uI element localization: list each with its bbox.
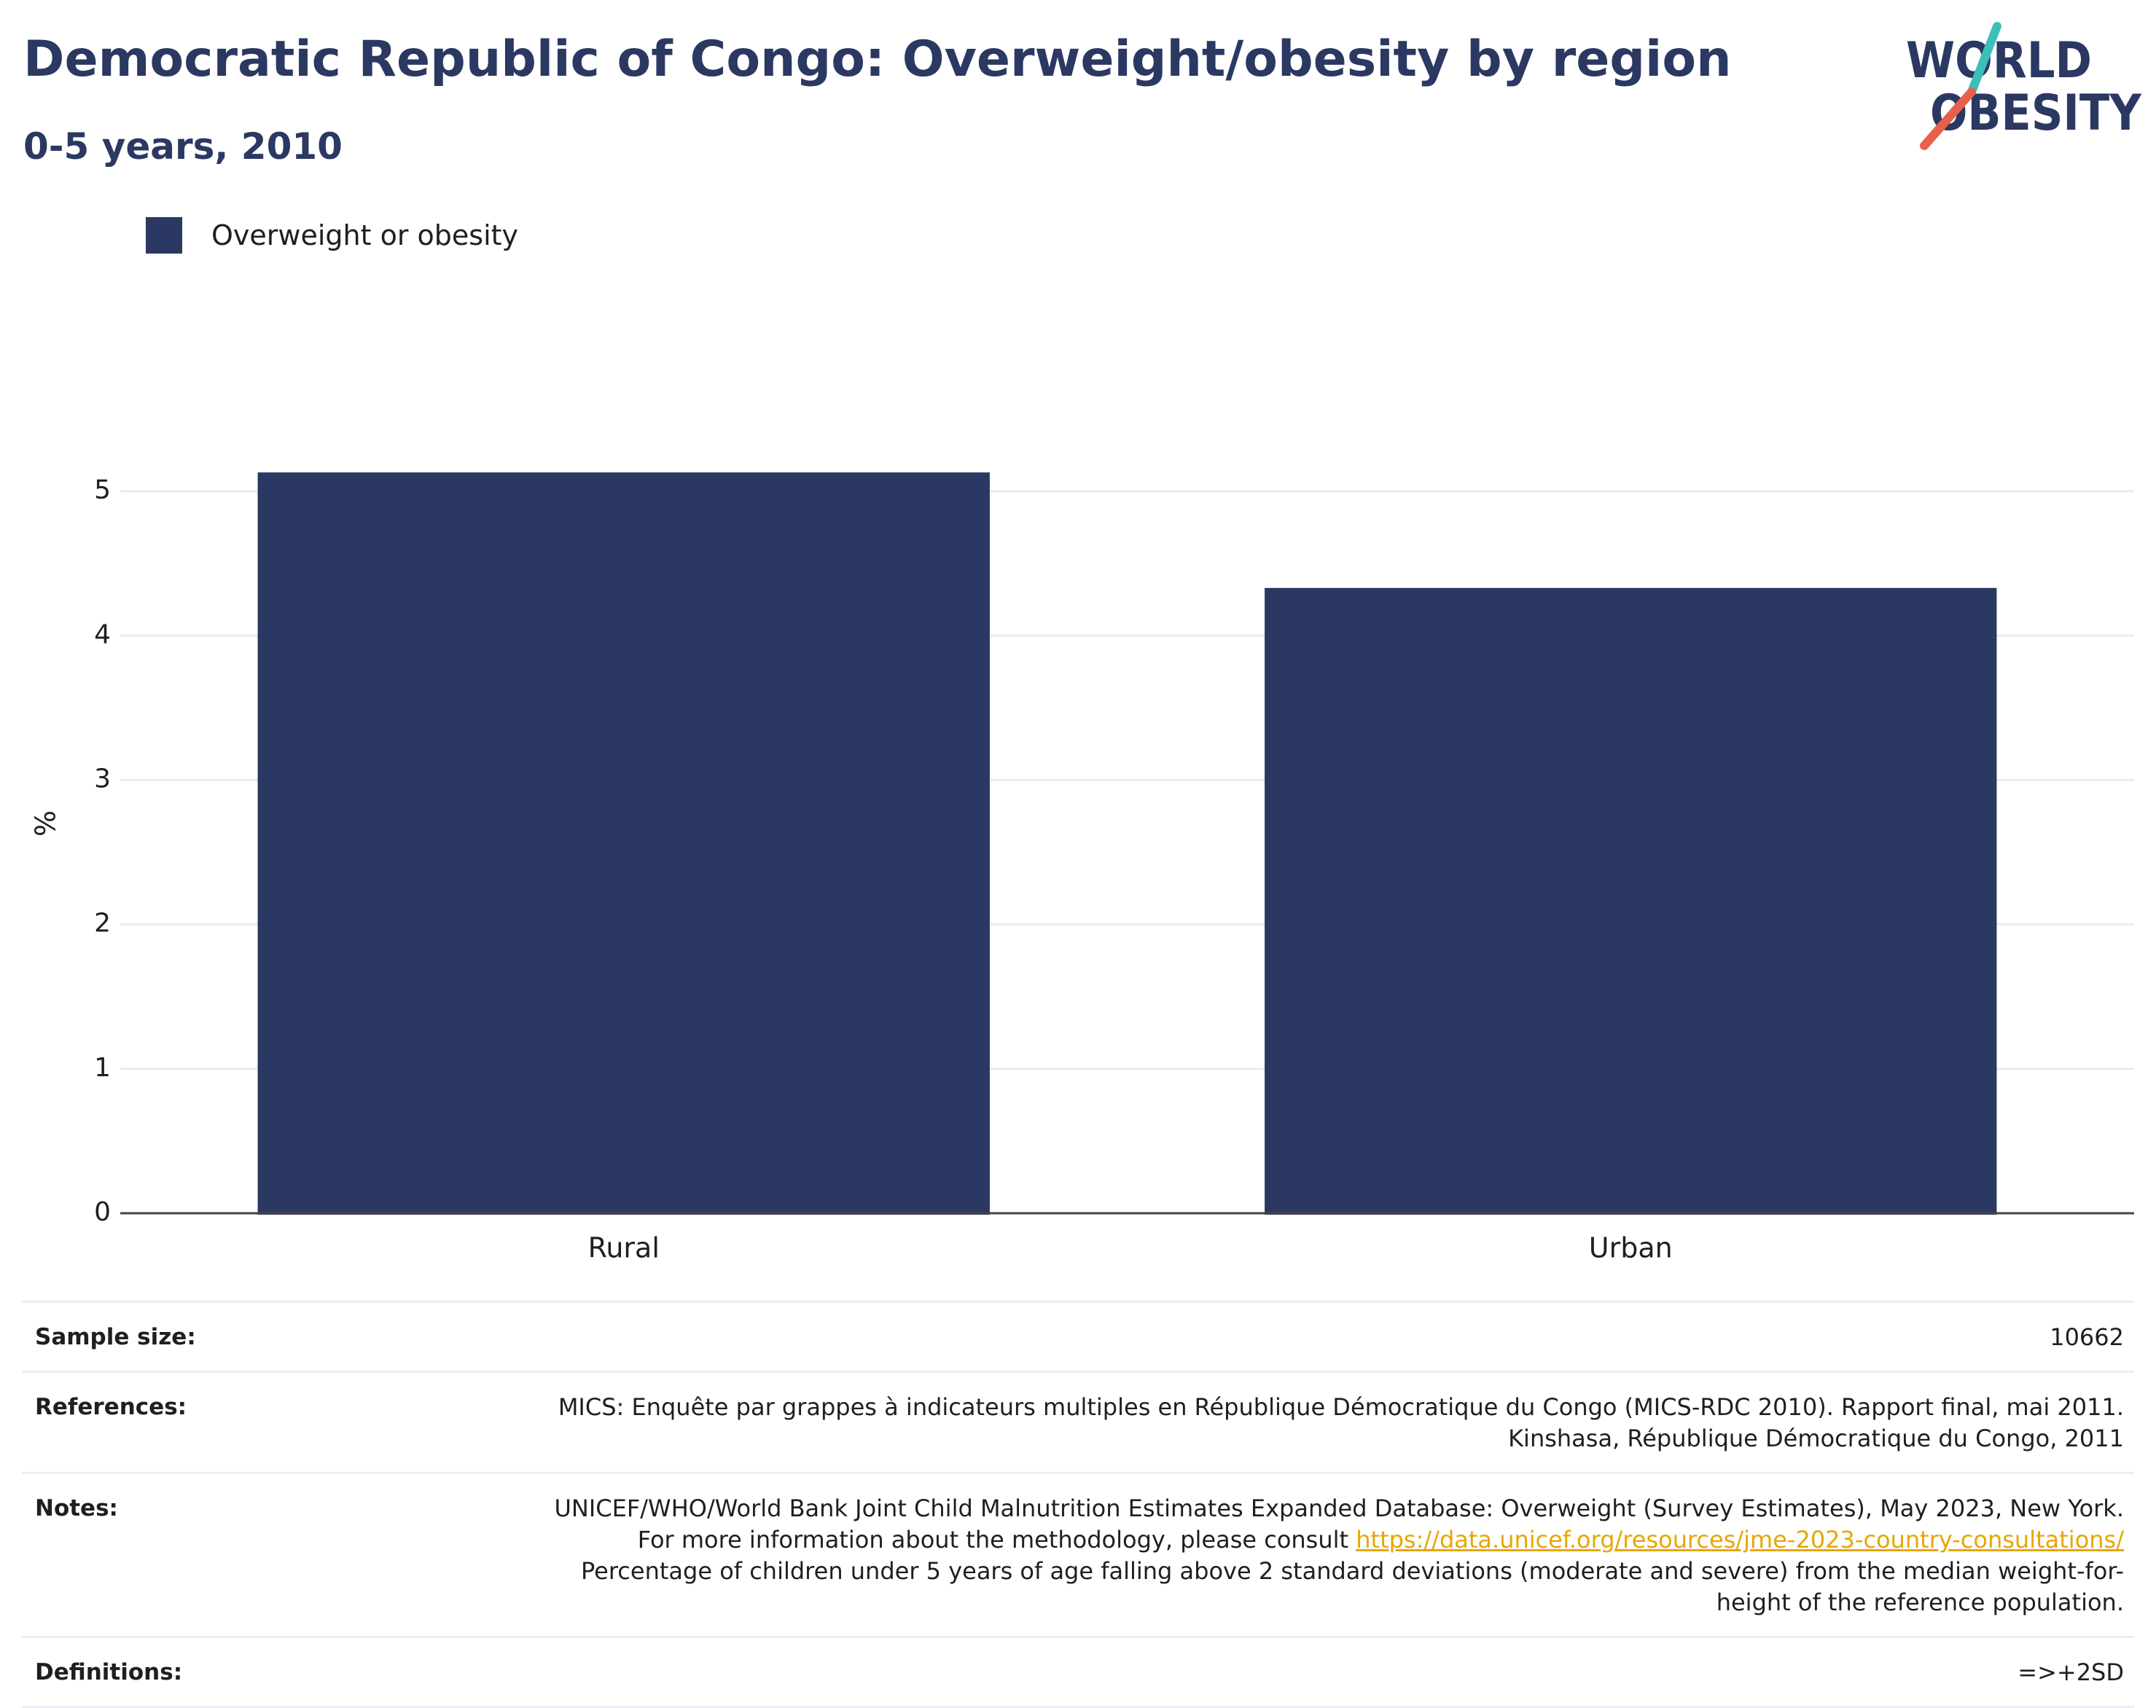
legend-swatch [146, 217, 182, 254]
sample-size-row: Sample size: 10662 [22, 1301, 2134, 1371]
y-tick-label: 4 [94, 619, 111, 649]
logo-line-1: WORLD [1906, 32, 2092, 90]
y-axis-label-container: % [30, 810, 62, 837]
y-tick-label: 2 [94, 909, 111, 939]
references-label: References: [35, 1394, 187, 1420]
references-value: MICS: Enquête par grappes à indicateurs … [558, 1393, 2124, 1452]
notes-link[interactable]: https://data.unicef.org/resources/jme-20… [1356, 1526, 2124, 1554]
notes-text-before: UNICEF/WHO/World Bank Joint Child Malnut… [554, 1494, 2125, 1554]
y-axis-label: % [30, 810, 62, 837]
definitions-row: Definitions: =>+2SD [22, 1636, 2134, 1708]
chart-subtitle: 0-5 years, 2010 [23, 125, 343, 168]
definitions-value: =>+2SD [2018, 1658, 2124, 1686]
notes-value: UNICEF/WHO/World Bank Joint Child Malnut… [520, 1493, 2125, 1618]
notes-label: Notes: [35, 1495, 118, 1521]
legend[interactable]: Overweight or obesity [146, 217, 518, 254]
notes-text-after: Percentage of children under 5 years of … [581, 1557, 2124, 1616]
definitions-label: Definitions: [35, 1659, 183, 1685]
chart-title: Democratic Republic of Congo: Overweight… [23, 31, 1732, 88]
y-tick-label: 1 [94, 1053, 111, 1083]
references-row: References: MICS: Enquête par grappes à … [22, 1371, 2134, 1472]
y-tick-label: 3 [94, 764, 111, 794]
notes-row: Notes: UNICEF/WHO/World Bank Joint Child… [22, 1472, 2134, 1636]
y-tick-label: 5 [94, 475, 111, 505]
sample-size-value: 10662 [2050, 1323, 2124, 1351]
info-table: Sample size: 10662 References: MICS: Enq… [22, 1301, 2134, 1708]
logo-slash-coral [1920, 87, 1976, 150]
bar-urban [1265, 587, 1997, 1215]
x-tick-label: Rural [588, 1232, 660, 1264]
bar-rural [257, 472, 990, 1215]
x-tick-label: Urban [1589, 1232, 1673, 1264]
legend-label: Overweight or obesity [211, 219, 519, 251]
y-tick-label: 0 [94, 1197, 111, 1227]
sample-size-label: Sample size: [35, 1324, 196, 1350]
bar-chart: 0 1 2 3 4 5 Rural Urban [94, 472, 2134, 1264]
world-obesity-logo: WORLD OBESITY [1906, 22, 2142, 150]
logo-slash-teal [1967, 22, 2001, 96]
